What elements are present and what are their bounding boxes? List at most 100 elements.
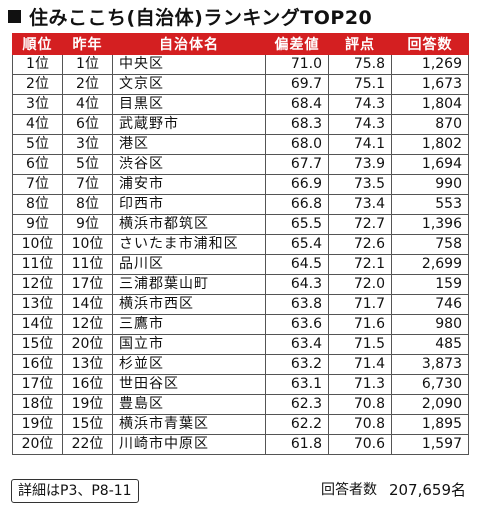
municipality-cell: 印西市 [112,194,266,215]
rank-cell: 4位 [12,114,63,135]
municipality-cell: 豊島区 [112,394,266,415]
rank-cell: 9位 [12,214,63,235]
responses-cell: 1,597 [391,434,469,455]
responses-cell: 1,673 [391,74,469,95]
responses-cell: 3,873 [391,354,469,375]
municipality-cell: 世田谷区 [112,374,266,395]
responses-cell: 1,269 [391,54,469,75]
last-year-cell: 4位 [62,94,113,115]
responses-cell: 1,694 [391,154,469,175]
score-cell: 74.3 [328,94,392,115]
table-row: 3位 4位 目黒区 68.4 74.3 1,804 [12,94,469,115]
last-year-cell: 7位 [62,174,113,195]
column-header-municipality: 自治体名 [112,33,266,55]
last-year-cell: 14位 [62,294,113,315]
municipality-cell: 文京区 [112,74,266,95]
table-row: 7位 7位 浦安市 66.9 73.5 990 [12,174,469,195]
deviation-cell: 62.2 [265,414,329,435]
rank-cell: 1位 [12,54,63,75]
score-cell: 72.1 [328,254,392,275]
municipality-cell: 川崎市中原区 [112,434,266,455]
responses-cell: 553 [391,194,469,215]
table-row: 11位 11位 品川区 64.5 72.1 2,699 [12,254,469,275]
column-header-score: 評点 [328,33,392,55]
table-row: 15位 20位 国立市 63.4 71.5 485 [12,334,469,355]
municipality-cell: 国立市 [112,334,266,355]
column-header-last-year: 昨年 [62,33,113,55]
score-cell: 72.6 [328,234,392,255]
rank-cell: 12位 [12,274,63,295]
municipality-cell: 横浜市都筑区 [112,214,266,235]
title-text: 住みここち(自治体)ランキングTOP20 [29,6,373,29]
score-cell: 73.4 [328,194,392,215]
rank-cell: 15位 [12,334,63,355]
table-row: 17位 16位 世田谷区 63.1 71.3 6,730 [12,374,469,395]
rank-cell: 20位 [12,434,63,455]
responses-cell: 1,804 [391,94,469,115]
municipality-cell: 港区 [112,134,266,155]
deviation-cell: 63.2 [265,354,329,375]
responses-cell: 159 [391,274,469,295]
score-cell: 71.4 [328,354,392,375]
score-cell: 73.9 [328,154,392,175]
score-cell: 75.1 [328,74,392,95]
municipality-cell: 浦安市 [112,174,266,195]
deviation-cell: 61.8 [265,434,329,455]
deviation-cell: 66.8 [265,194,329,215]
table-body: 1位 1位 中央区 71.0 75.8 1,269 2位 2位 文京区 69.7 75.1 1,673… [12,54,469,455]
rank-cell: 10位 [12,234,63,255]
municipality-cell: 品川区 [112,254,266,275]
responses-cell: 1,802 [391,134,469,155]
deviation-cell: 63.8 [265,294,329,315]
table-row: 10位 10位 さいたま市浦和区 65.4 72.6 758 [12,234,469,255]
score-cell: 71.7 [328,294,392,315]
municipality-cell: 横浜市西区 [112,294,266,315]
table-row: 12位 17位 三浦郡葉山町 64.3 72.0 159 [12,274,469,295]
table-row: 9位 9位 横浜市都筑区 65.5 72.7 1,396 [12,214,469,235]
responses-cell: 485 [391,334,469,355]
page-title: 住みここち(自治体)ランキングTOP20 [8,3,372,29]
rank-cell: 11位 [12,254,63,275]
last-year-cell: 10位 [62,234,113,255]
deviation-cell: 69.7 [265,74,329,95]
table-row: 6位 5位 渋谷区 67.7 73.9 1,694 [12,154,469,175]
table-row: 8位 8位 印西市 66.8 73.4 553 [12,194,469,215]
column-header-rank: 順位 [12,33,63,55]
responses-cell: 990 [391,174,469,195]
score-cell: 74.3 [328,114,392,135]
last-year-cell: 19位 [62,394,113,415]
score-cell: 75.8 [328,54,392,75]
deviation-cell: 68.0 [265,134,329,155]
municipality-cell: 武蔵野市 [112,114,266,135]
responses-cell: 746 [391,294,469,315]
responses-cell: 1,895 [391,414,469,435]
respondents-summary: 回答者数 207,659名 [321,479,466,501]
table-row: 5位 3位 港区 68.0 74.1 1,802 [12,134,469,155]
responses-cell: 6,730 [391,374,469,395]
table-row: 20位 22位 川崎市中原区 61.8 70.6 1,597 [12,434,469,455]
responses-cell: 2,090 [391,394,469,415]
rank-cell: 14位 [12,314,63,335]
deviation-cell: 68.4 [265,94,329,115]
score-cell: 70.8 [328,414,392,435]
municipality-cell: 渋谷区 [112,154,266,175]
last-year-cell: 2位 [62,74,113,95]
score-cell: 70.8 [328,394,392,415]
score-cell: 71.6 [328,314,392,335]
last-year-cell: 12位 [62,314,113,335]
last-year-cell: 5位 [62,154,113,175]
table-row: 19位 15位 横浜市青葉区 62.2 70.8 1,895 [12,414,469,435]
table-row: 18位 19位 豊島区 62.3 70.8 2,090 [12,394,469,415]
rank-cell: 3位 [12,94,63,115]
square-bullet-icon [8,9,21,23]
respondents-label: 回答者数 [320,482,377,498]
table-row: 13位 14位 横浜市西区 63.8 71.7 746 [12,294,469,315]
score-cell: 70.6 [328,434,392,455]
deviation-cell: 62.3 [265,394,329,415]
table-header-row: 順位 昨年 自治体名 偏差値 評点 回答数 [12,33,469,55]
responses-cell: 870 [391,114,469,135]
deviation-cell: 67.7 [265,154,329,175]
last-year-cell: 15位 [62,414,113,435]
deviation-cell: 63.4 [265,334,329,355]
last-year-cell: 16位 [62,374,113,395]
